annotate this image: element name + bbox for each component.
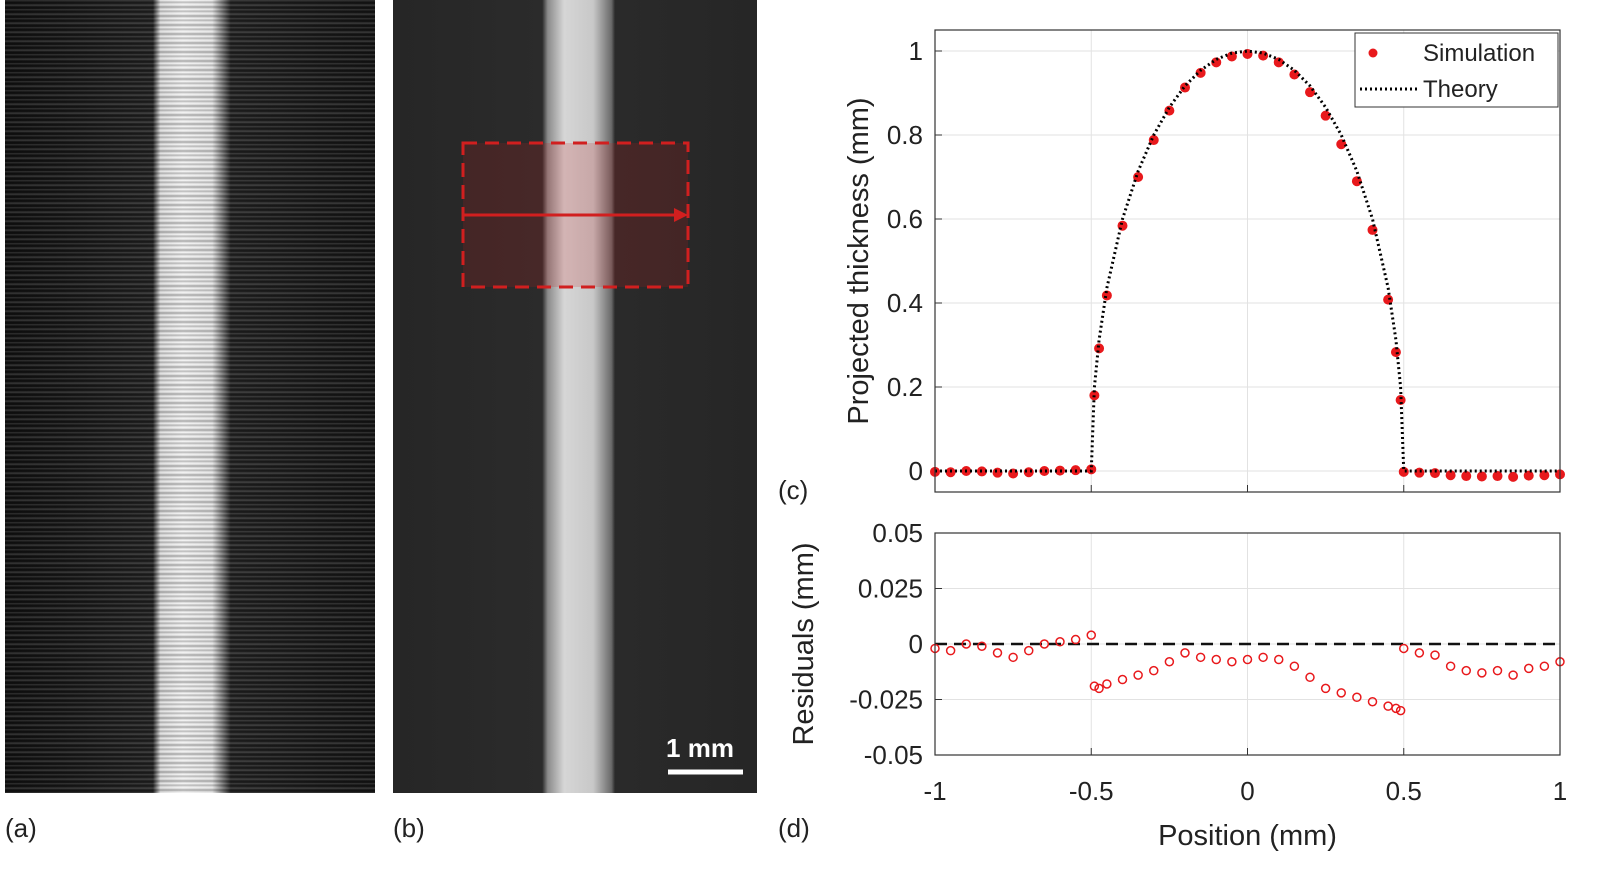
scale-bar-label: 1 mm bbox=[666, 733, 734, 763]
panel-label: (d) bbox=[778, 813, 810, 843]
data-point bbox=[1133, 670, 1143, 680]
data-point bbox=[1195, 652, 1206, 663]
legend-label: Theory bbox=[1423, 76, 1498, 103]
data-point bbox=[1523, 470, 1534, 481]
x-tick-label: 1 bbox=[1553, 776, 1567, 806]
y-tick-label: 1 bbox=[909, 36, 923, 66]
data-point bbox=[1320, 110, 1331, 121]
x-axis-label: Position (mm) bbox=[1158, 820, 1337, 852]
y-axis-label: Projected thickness (mm) bbox=[843, 97, 875, 424]
data-point bbox=[1430, 468, 1440, 479]
data-point bbox=[977, 641, 987, 651]
y-tick-label: 0.05 bbox=[872, 518, 923, 548]
data-point bbox=[1477, 668, 1487, 678]
y-tick-label: 0.4 bbox=[887, 288, 923, 318]
plot-frame bbox=[934, 532, 1561, 756]
data-point bbox=[1395, 705, 1406, 716]
panel-label: (b) bbox=[393, 813, 425, 843]
data-point bbox=[1399, 643, 1409, 654]
data-point bbox=[1180, 82, 1190, 93]
data-point bbox=[1180, 648, 1190, 658]
data-point bbox=[1133, 172, 1144, 182]
y-tick-label: 0.025 bbox=[858, 574, 923, 604]
y-tick-label: 0.8 bbox=[887, 120, 923, 150]
data-point bbox=[1039, 466, 1050, 476]
data-point bbox=[1524, 663, 1534, 674]
panel-label: (c) bbox=[778, 475, 808, 505]
data-point bbox=[1383, 294, 1394, 305]
plot-frame bbox=[934, 29, 1561, 493]
y-axis-label: Residuals (mm) bbox=[788, 542, 820, 745]
data-point bbox=[1086, 630, 1096, 640]
arrow-head bbox=[674, 208, 688, 222]
data-point bbox=[992, 648, 1003, 658]
legend-marker bbox=[1368, 48, 1378, 58]
data-point bbox=[1164, 657, 1175, 667]
data-point bbox=[1289, 661, 1300, 671]
image-panel-b bbox=[393, 0, 757, 793]
data-point bbox=[1352, 692, 1362, 703]
y-tick-label: -0.05 bbox=[864, 740, 923, 770]
data-point bbox=[1258, 652, 1268, 663]
theory-line bbox=[935, 49, 1560, 473]
data-point bbox=[1102, 679, 1112, 689]
data-point bbox=[1089, 681, 1100, 691]
data-point bbox=[961, 639, 971, 649]
data-point bbox=[1492, 471, 1503, 482]
data-point bbox=[1070, 634, 1081, 645]
data-point bbox=[1086, 464, 1097, 475]
x-tick-label: -0.5 bbox=[1069, 776, 1114, 806]
data-point bbox=[1242, 654, 1253, 665]
data-point bbox=[1391, 703, 1401, 714]
data-point bbox=[1024, 645, 1034, 656]
data-point bbox=[1461, 665, 1471, 676]
data-point bbox=[1274, 654, 1284, 665]
y-tick-label: 0 bbox=[909, 456, 923, 486]
chart: 0 0.2 0.4 0.6 0.8 1 Projected thickness (mm) Si… bbox=[843, 29, 1565, 493]
legend-label: Simulation bbox=[1423, 40, 1535, 67]
data-point bbox=[1492, 665, 1503, 676]
chart: -0.05 -0.025 0 0.025 0.05 -1 -0.5 0 0.5 1 Residual… bbox=[788, 518, 1567, 852]
x-tick-label: -1 bbox=[923, 776, 946, 806]
data-point bbox=[1094, 683, 1104, 694]
x-tick-label: 0.5 bbox=[1386, 776, 1422, 806]
data-point bbox=[1117, 674, 1128, 685]
data-point bbox=[1336, 688, 1346, 698]
y-tick-label: 0.6 bbox=[887, 204, 923, 234]
x-tick-label: 0 bbox=[1240, 776, 1254, 806]
image-panel-a bbox=[5, 0, 375, 793]
data-point bbox=[1367, 696, 1378, 707]
data-point bbox=[1320, 683, 1331, 694]
data-point bbox=[1539, 661, 1550, 671]
legend-box bbox=[1354, 32, 1559, 108]
data-point bbox=[1211, 654, 1221, 665]
y-tick-label: 0.2 bbox=[887, 372, 923, 402]
data-point bbox=[1008, 652, 1018, 663]
data-point bbox=[1508, 471, 1519, 482]
data-point bbox=[1227, 657, 1237, 667]
data-point bbox=[945, 645, 956, 656]
data-point bbox=[1430, 650, 1440, 660]
data-point bbox=[1539, 470, 1550, 481]
data-point bbox=[1445, 661, 1456, 671]
data-point bbox=[1055, 637, 1065, 647]
y-tick-label: 0 bbox=[909, 629, 923, 659]
data-point bbox=[1149, 665, 1159, 676]
data-point bbox=[1476, 471, 1487, 482]
data-point bbox=[1508, 670, 1518, 680]
data-point bbox=[1039, 639, 1050, 649]
y-tick-label: -0.025 bbox=[849, 685, 923, 715]
data-point bbox=[1461, 471, 1472, 482]
data-point bbox=[1395, 395, 1406, 406]
panel-label: (a) bbox=[5, 813, 37, 843]
data-point bbox=[1414, 648, 1425, 658]
data-point bbox=[1305, 672, 1315, 683]
